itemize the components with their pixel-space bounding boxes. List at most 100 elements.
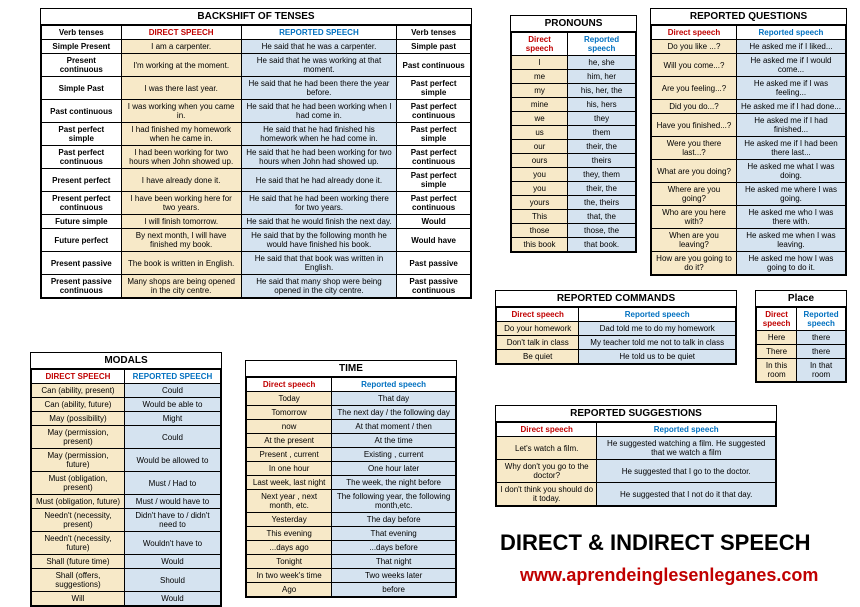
commands-body: Direct speech Reported speech Do your ho… — [496, 307, 736, 364]
table-cell: they — [568, 112, 636, 126]
table-cell: Past continuous — [397, 54, 471, 77]
questions-title: REPORTED QUESTIONS — [651, 9, 846, 25]
table-cell: Were you there last...? — [652, 137, 737, 160]
table-cell: those, the — [568, 224, 636, 238]
table-cell: ...days ago — [247, 541, 332, 555]
table-cell: he, she — [568, 56, 636, 70]
table-cell: Would — [124, 592, 220, 606]
table-cell: This evening — [247, 527, 332, 541]
backshift-h1: DIRECT SPEECH — [121, 26, 241, 40]
table-cell: That night — [332, 555, 456, 569]
place-h0: Direct speech — [757, 308, 797, 331]
commands-h1: Reported speech — [579, 308, 736, 322]
commands-title: REPORTED COMMANDS — [496, 291, 736, 307]
table-cell: He asked me if I had been there last... — [736, 137, 845, 160]
table-cell: He said that he had been working for two… — [241, 146, 397, 169]
table-cell: Two weeks later — [332, 569, 456, 583]
table-cell: Simple Past — [42, 77, 122, 100]
table-cell: Can (ability, present) — [32, 384, 125, 398]
table-cell: Past perfect simple — [42, 123, 122, 146]
table-cell: there — [797, 345, 846, 359]
modals-h1: REPORTED SPEECH — [124, 370, 220, 384]
table-cell: Past passive — [397, 252, 471, 275]
table-cell: Who are you here with? — [652, 206, 737, 229]
table-cell: He said that he had already done it. — [241, 169, 397, 192]
table-cell: theirs — [568, 154, 636, 168]
table-cell: He suggested that I not do it that day. — [597, 483, 776, 506]
table-cell: Wouldn't have to — [124, 532, 220, 555]
time-h0: Direct speech — [247, 378, 332, 392]
table-cell: May (possibility) — [32, 412, 125, 426]
table-cell: them — [568, 126, 636, 140]
table-cell: Don't talk in class — [497, 336, 579, 350]
table-cell: you — [512, 182, 568, 196]
table-cell: He asked me how I was going to do it. — [736, 252, 845, 275]
table-cell: Can (ability, future) — [32, 398, 125, 412]
table-cell: Past perfect continuous — [397, 192, 471, 215]
backshift-table: BACKSHIFT OF TENSES Verb tenses DIRECT S… — [40, 8, 472, 299]
table-cell: Are you feeling...? — [652, 77, 737, 100]
table-cell: us — [512, 126, 568, 140]
table-cell: Past perfect simple — [397, 123, 471, 146]
table-cell: Dad told me to do my homework — [579, 322, 736, 336]
table-cell: Could — [124, 384, 220, 398]
table-cell: Would be allowed to — [124, 449, 220, 472]
table-cell: He asked me where I was going. — [736, 183, 845, 206]
table-cell: He suggested watching a film. He suggest… — [597, 437, 776, 460]
pronouns-table: PRONOUNS Direct speech Reported speech I… — [510, 15, 637, 253]
table-cell: May (permission, present) — [32, 426, 125, 449]
table-cell: He suggested that I go to the doctor. — [597, 460, 776, 483]
table-cell: In that room — [797, 359, 846, 382]
table-cell: Present perfect — [42, 169, 122, 192]
table-cell: At the time — [332, 434, 456, 448]
table-cell: The day before — [332, 513, 456, 527]
table-cell: Did you do...? — [652, 100, 737, 114]
table-cell: Where are you going? — [652, 183, 737, 206]
table-cell: Future perfect — [42, 229, 122, 252]
pronouns-h1: Reported speech — [568, 33, 636, 56]
table-cell: I will finish tomorrow. — [121, 215, 241, 229]
table-cell: Ago — [247, 583, 332, 597]
table-cell: What are you doing? — [652, 160, 737, 183]
table-cell: In one hour — [247, 462, 332, 476]
place-body: Direct speech Reported speech HerethereT… — [756, 307, 846, 382]
suggestions-title: REPORTED SUGGESTIONS — [496, 406, 776, 422]
table-cell: I am a carpenter. — [121, 40, 241, 54]
table-cell: Past perfect simple — [397, 169, 471, 192]
table-cell: There — [757, 345, 797, 359]
pronouns-h0: Direct speech — [512, 33, 568, 56]
table-cell: He asked me when I was leaving. — [736, 229, 845, 252]
table-cell: He said that that book was written in En… — [241, 252, 397, 275]
table-cell: He asked me if I had finished... — [736, 114, 845, 137]
suggestions-h0: Direct speech — [497, 423, 597, 437]
table-cell: He said that he had been working there f… — [241, 192, 397, 215]
table-cell: The week, the night before — [332, 476, 456, 490]
questions-body: Direct speech Reported speech Do you lik… — [651, 25, 846, 275]
table-cell: He said that he was working at that mome… — [241, 54, 397, 77]
table-cell: I was working when you came in. — [121, 100, 241, 123]
table-cell: Needn't (necessity, present) — [32, 509, 125, 532]
table-cell: there — [797, 331, 846, 345]
time-body: Direct speech Reported speech TodayThat … — [246, 377, 456, 597]
table-cell: Past continuous — [42, 100, 122, 123]
table-cell: Would be able to — [124, 398, 220, 412]
table-cell: Past passive continuous — [397, 275, 471, 298]
place-h1: Reported speech — [797, 308, 846, 331]
table-cell: He asked me if I would come... — [736, 54, 845, 77]
table-cell: Do your homework — [497, 322, 579, 336]
table-cell: Might — [124, 412, 220, 426]
table-cell: He said that he would finish the next da… — [241, 215, 397, 229]
table-cell: Will you come...? — [652, 54, 737, 77]
table-cell: Must (obligation, future) — [32, 495, 125, 509]
table-cell: I have been working here for two years. — [121, 192, 241, 215]
table-cell: The next day / the following day — [332, 406, 456, 420]
table-cell: He said that he had been working when I … — [241, 100, 397, 123]
table-cell: Would — [397, 215, 471, 229]
table-cell: Have you finished...? — [652, 114, 737, 137]
table-cell: those — [512, 224, 568, 238]
table-cell: Will — [32, 592, 125, 606]
table-cell: He asked me who I was there with. — [736, 206, 845, 229]
table-cell: Be quiet — [497, 350, 579, 364]
table-cell: now — [247, 420, 332, 434]
table-cell: He asked me if I had done... — [736, 100, 845, 114]
